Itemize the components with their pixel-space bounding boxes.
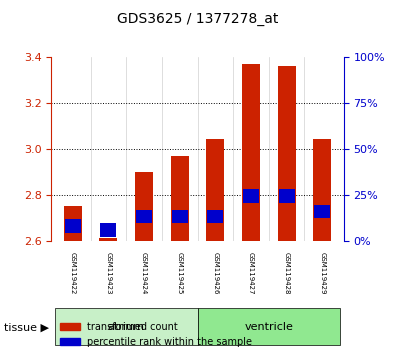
Text: GSM119427: GSM119427 bbox=[248, 252, 254, 295]
Text: GDS3625 / 1377278_at: GDS3625 / 1377278_at bbox=[117, 12, 278, 27]
Bar bbox=[278, 66, 295, 241]
Bar bbox=[171, 156, 188, 241]
Bar bbox=[314, 205, 330, 218]
Text: GSM119426: GSM119426 bbox=[213, 252, 218, 295]
Bar bbox=[278, 189, 295, 203]
Bar bbox=[207, 139, 224, 241]
Text: ventricle: ventricle bbox=[245, 321, 293, 332]
Legend: transformed count, percentile rank within the sample: transformed count, percentile rank withi… bbox=[56, 318, 256, 351]
Bar bbox=[100, 239, 117, 241]
FancyBboxPatch shape bbox=[55, 308, 198, 345]
Bar bbox=[207, 210, 223, 223]
Text: GSM119424: GSM119424 bbox=[141, 252, 147, 295]
Bar bbox=[100, 223, 117, 237]
Bar bbox=[64, 206, 82, 241]
Bar bbox=[136, 210, 152, 223]
Bar bbox=[135, 172, 153, 241]
Bar bbox=[172, 210, 188, 223]
Text: GSM119425: GSM119425 bbox=[177, 252, 182, 295]
Text: tissue ▶: tissue ▶ bbox=[4, 322, 49, 332]
Text: GSM119422: GSM119422 bbox=[70, 252, 76, 295]
Bar bbox=[242, 64, 260, 241]
Text: atrium: atrium bbox=[108, 321, 145, 332]
Text: GSM119429: GSM119429 bbox=[319, 252, 325, 295]
Bar bbox=[313, 139, 331, 241]
Bar bbox=[65, 219, 81, 233]
Text: GSM119423: GSM119423 bbox=[105, 252, 111, 295]
Text: GSM119428: GSM119428 bbox=[284, 252, 290, 295]
FancyBboxPatch shape bbox=[198, 308, 340, 345]
Bar bbox=[243, 189, 259, 203]
